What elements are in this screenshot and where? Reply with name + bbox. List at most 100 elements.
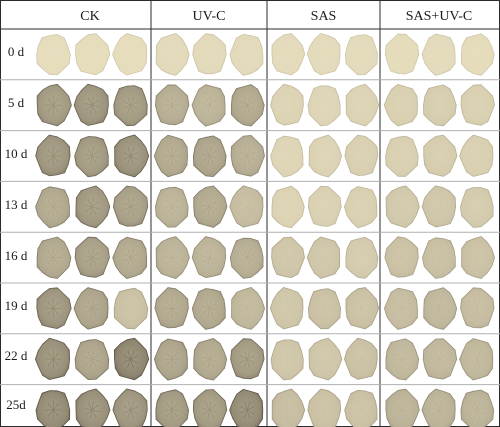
potato-slice [153,338,188,381]
potato-slice [35,186,70,229]
slice-vascular-mark [123,198,138,216]
slice-vascular-mark [45,299,61,318]
potato-slice [306,32,341,76]
potato-slice [36,33,71,76]
potato-slice [155,389,190,427]
potato-slice [269,287,304,330]
slice-vascular-mark [84,248,100,267]
slice-vascular-mark [317,299,332,318]
potato-slice [344,337,378,380]
potato-slice [306,236,341,279]
potato-slice [271,388,306,427]
slice-vascular-mark [470,248,485,267]
slice-vascular-mark [432,248,447,267]
row-label-day-19: 19 d [4,298,28,313]
potato-slice [271,185,305,229]
slice-vascular-mark [164,248,180,267]
row-label-day-16: 16 d [4,248,28,263]
potato-slice [229,388,264,427]
slice-vascular-mark [432,299,447,318]
potato-slice [385,388,420,427]
row-label-day-10: 10 d [4,146,28,161]
slice-vascular-mark [240,96,255,114]
potato-slice [308,337,343,381]
potato-slice [192,135,227,178]
potato-slice [384,236,419,278]
slice-vascular-mark [45,248,61,267]
potato-slice [154,287,189,329]
potato-slice [112,236,148,280]
potato-slice [421,185,457,228]
slice-vascular-mark [202,248,217,267]
potato-slice [191,236,227,279]
potato-slice [421,237,456,279]
potato-slice [421,33,456,76]
potato-slice [73,287,109,330]
slice-vascular-mark [280,350,295,369]
potato-slice [35,390,71,427]
potato-slice [307,388,342,427]
potato-slice [460,84,495,126]
potato-slice [422,338,458,380]
column-header-ck: CK [80,9,100,24]
column-header-sas-uvc: SAS+UV-C [405,9,473,24]
slice-vascular-mark [354,401,369,419]
slice-vascular-mark [202,401,217,419]
potato-slice [193,185,228,228]
potato-slice [344,134,379,176]
slice-vascular-mark [394,248,410,267]
potato-slice [307,85,341,127]
slice-vascular-mark [240,299,255,318]
potato-slice [230,134,265,177]
potato-slice [384,33,420,75]
slice-vascular-mark [123,299,138,318]
slice-vascular-mark [45,146,61,166]
potato-slice [459,187,494,228]
column-header-sas: SAS [310,9,337,24]
potato-slice [112,33,148,76]
slice-vascular-mark [317,401,332,419]
slice-vascular-mark [45,96,61,115]
row-label-day-5: 5 d [7,95,25,110]
potato-slice [36,236,72,279]
potato-slice [385,185,420,229]
slice-vascular-mark [470,401,485,419]
potato-slice [460,33,495,76]
slice-vascular-mark [280,299,295,318]
potato-slice [74,339,110,381]
slice-vascular-mark [470,299,485,318]
slice-vascular-mark [164,146,180,166]
slice-vascular-mark [164,96,180,115]
potato-slice [423,287,458,330]
potato-slice [421,388,456,427]
potato-slice [155,236,190,279]
slice-vascular-mark [123,96,138,114]
potato-slice [229,33,264,76]
potato-slice [271,33,306,76]
slice-vascular-mark [164,350,180,369]
slice-vascular-mark [354,350,369,368]
slice-vascular-mark [317,350,332,369]
potato-slice [154,84,190,126]
potato-slice [191,84,226,127]
potato-slice [383,84,418,127]
slice-vascular-mark [84,197,100,216]
row-label-day-0: 0 d [7,44,25,59]
slice-vascular-mark [84,350,100,369]
slice-vascular-mark [84,96,100,115]
potato-slice [307,185,342,227]
slice-vascular-mark [123,350,138,368]
column-header-uvc: UV-C [192,9,226,24]
potato-slice [345,83,380,127]
potato-slice [308,134,343,178]
potato-slice [229,237,264,279]
slice-vascular-mark [84,401,100,419]
slice-vascular-mark [84,299,100,318]
slice-vascular-mark [240,401,255,419]
slice-vascular-mark [354,299,369,318]
slice-vascular-mark [240,198,255,216]
potato-slice [383,287,418,330]
potato-slice [230,84,265,127]
